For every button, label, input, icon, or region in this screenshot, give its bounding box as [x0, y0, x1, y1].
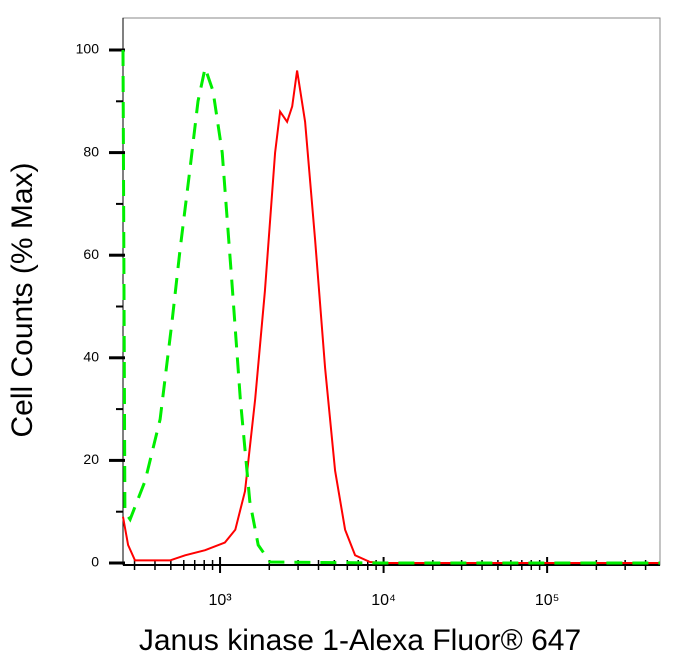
series-line	[122, 70, 660, 564]
x-tick-label: 10⁵	[535, 592, 559, 609]
y-axis-label: Cell Counts (% Max)	[6, 162, 39, 437]
y-tick-label: 20	[83, 451, 99, 467]
x-tick-label: 10⁴	[371, 592, 396, 609]
plot-frame	[122, 17, 661, 566]
x-tick-label: 10³	[208, 592, 232, 609]
series-line	[121, 49, 660, 565]
y-tick-label: 80	[83, 143, 99, 159]
y-tick-label: 100	[76, 41, 100, 57]
x-axis-label: Janus kinase 1-Alexa Fluor® 647	[139, 624, 581, 657]
y-tick-label: 60	[83, 246, 99, 262]
y-tick-label: 0	[91, 554, 99, 570]
y-tick-label: 40	[83, 349, 99, 365]
